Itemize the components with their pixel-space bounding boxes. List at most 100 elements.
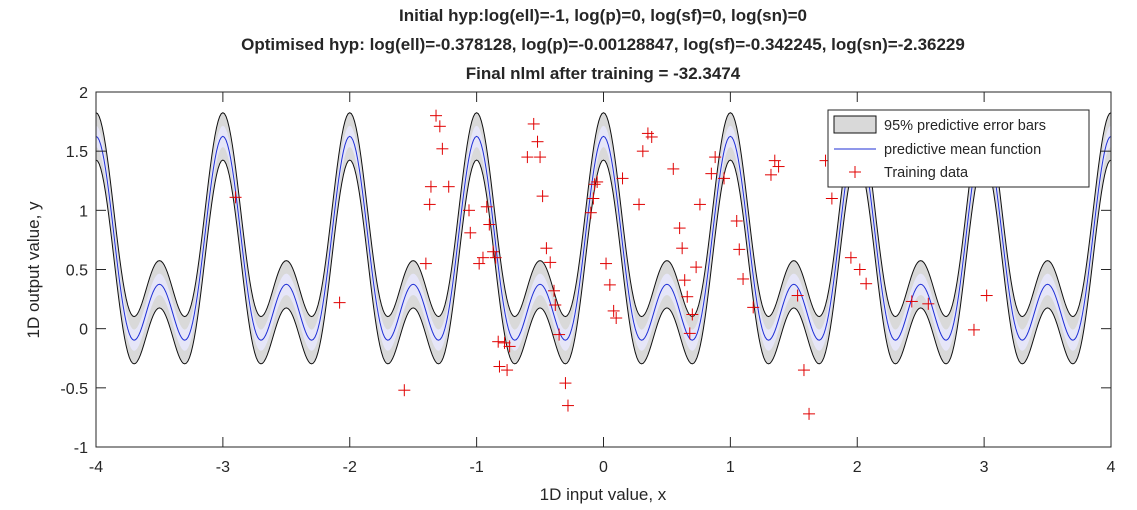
training-point [476, 251, 489, 264]
training-point [436, 142, 449, 155]
training-point [561, 399, 574, 412]
training-point [503, 340, 516, 353]
training-point [922, 297, 935, 310]
training-point [587, 192, 600, 205]
training-point [772, 160, 785, 173]
training-point [860, 277, 873, 290]
training-point [489, 251, 502, 264]
training-point [540, 242, 553, 255]
training-point [678, 274, 691, 287]
training-point [480, 200, 493, 213]
training-point [980, 289, 993, 302]
y-tick-label: 0.5 [66, 263, 88, 280]
training-point [844, 251, 857, 264]
training-point [709, 151, 722, 164]
training-point [464, 226, 477, 239]
y-tick-label: -1 [74, 440, 88, 457]
training-point [423, 198, 436, 211]
y-tick-label: -0.5 [60, 381, 88, 398]
training-point [797, 364, 810, 377]
training-point [737, 272, 750, 285]
training-point [591, 175, 604, 188]
training-point [430, 109, 443, 122]
training-point [487, 245, 500, 258]
x-axis-label: 1D input value, x [540, 485, 667, 504]
training-point [553, 328, 566, 341]
error-band-upper-line [96, 112, 1111, 318]
training-point [584, 206, 597, 219]
training-point [853, 263, 866, 276]
training-point [905, 295, 918, 308]
training-point [633, 198, 646, 211]
chart-title-line-2: Optimised hyp: log(ell)=-0.378128, log(p… [241, 35, 965, 54]
x-tick-label: 3 [980, 459, 989, 476]
training-point [536, 190, 549, 203]
x-tick-label: -4 [89, 459, 103, 476]
x-tick-label: 1 [726, 459, 735, 476]
training-point [531, 135, 544, 148]
axis-ticks: -4 -3 -2 -1 0 1 2 3 4 -1 -0.5 0 0.5 1 1.5 2 [60, 85, 1115, 476]
training-point [501, 364, 514, 377]
training-point [493, 360, 506, 373]
x-tick-label: 2 [853, 459, 862, 476]
training-point [492, 335, 505, 348]
training-point [791, 289, 804, 302]
training-point [521, 151, 534, 164]
training-point [636, 145, 649, 158]
training-point [419, 257, 432, 270]
x-tick-label: -2 [343, 459, 357, 476]
legend-label-training: Training data [884, 165, 969, 181]
training-point [718, 172, 731, 185]
training-point [544, 256, 557, 269]
training-point [967, 323, 980, 336]
y-tick-label: 2 [79, 85, 88, 102]
training-point [747, 301, 760, 314]
training-point [442, 180, 455, 193]
x-tick-label: 4 [1107, 459, 1116, 476]
error-band-lower-line [96, 159, 1111, 365]
training-point [603, 278, 616, 291]
legend: 95% predictive error bars predictive mea… [827, 109, 1090, 188]
training-point [676, 242, 689, 255]
training-point [600, 257, 613, 270]
training-point [424, 180, 437, 193]
training-point [433, 120, 446, 133]
training-data-markers [229, 109, 993, 420]
training-point [733, 243, 746, 256]
predictive-mean-line [96, 135, 1111, 341]
training-point [683, 327, 696, 340]
training-point [645, 130, 658, 143]
training-point [534, 151, 547, 164]
training-point [690, 261, 703, 274]
training-point [549, 299, 562, 311]
legend-swatch-error-bars [833, 115, 877, 134]
training-point [607, 304, 620, 317]
training-point [398, 384, 411, 397]
training-point [803, 407, 816, 420]
training-point [588, 178, 601, 191]
training-point [483, 218, 496, 231]
training-point [463, 204, 476, 217]
training-point [548, 284, 561, 297]
training-point [229, 191, 242, 204]
x-tick-label: -1 [470, 459, 484, 476]
legend-label-mean: predictive mean function [884, 142, 1041, 158]
training-point [616, 172, 629, 185]
training-point [610, 312, 623, 325]
chart-title-line-3: Final nlml after training = -32.3474 [466, 64, 741, 83]
training-point [527, 117, 540, 130]
x-tick-label: -3 [216, 459, 230, 476]
training-point [764, 168, 777, 181]
y-tick-label: 0 [79, 322, 88, 339]
training-point [705, 167, 718, 180]
chart-title-line-1: Initial hyp:log(ell)=-1, log(p)=0, log(s… [399, 6, 807, 25]
training-point [681, 290, 694, 303]
training-point [673, 222, 686, 235]
y-tick-label: 1.5 [66, 144, 88, 161]
y-tick-label: 1 [79, 203, 88, 220]
training-point [686, 308, 699, 321]
training-point [693, 198, 706, 211]
training-point [333, 296, 346, 309]
training-point [667, 162, 680, 175]
